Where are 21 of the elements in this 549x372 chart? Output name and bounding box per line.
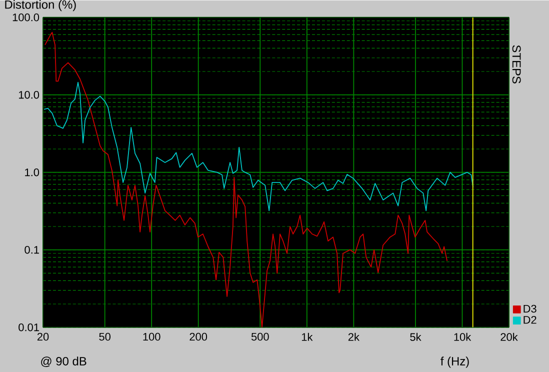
y-axis-title: Distortion (%) xyxy=(5,0,76,11)
x-axis-title: f (Hz) xyxy=(440,356,469,368)
text: STEPS xyxy=(512,45,521,84)
x-tick-label: 20k xyxy=(500,332,518,341)
y-tick-label: 0.01 xyxy=(18,323,39,332)
y-tick-label: 1.0 xyxy=(25,168,40,176)
x-tick-label: 50 xyxy=(99,332,110,340)
x-tick-label: 200 xyxy=(190,332,208,340)
x-tick-label: 10k xyxy=(454,332,472,341)
x-tick-label: 500 xyxy=(251,332,269,340)
y-tick-label: 10.0 xyxy=(18,90,40,99)
y-tick-label: 100.0 xyxy=(12,13,40,22)
legend-label: D2 xyxy=(524,316,536,324)
x-tick-label: 5k xyxy=(410,332,422,341)
x-tick-label: 1k xyxy=(302,332,313,341)
legend-label: D3 xyxy=(524,304,536,312)
x-tick-label: 2k xyxy=(348,332,360,341)
text: @ 90 dB xyxy=(41,356,86,367)
x-tick-label: 100 xyxy=(143,332,160,340)
x-tick-label: 20 xyxy=(37,332,49,340)
y-tick-label: 0.1 xyxy=(24,246,39,254)
